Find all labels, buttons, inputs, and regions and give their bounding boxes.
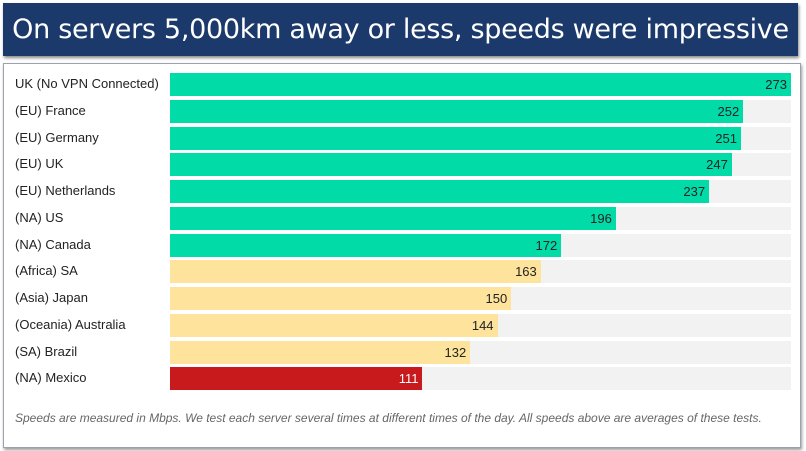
bar-row: (NA) Mexico 111 <box>4 367 800 391</box>
bar-row: (EU) UK 247 <box>4 153 800 177</box>
footnote: Speeds are measured in Mbps. We test eac… <box>15 411 762 425</box>
bar: 144 <box>170 313 498 337</box>
data-label: 196 <box>590 210 612 226</box>
bar-track: 273 <box>170 73 791 96</box>
data-label: 132 <box>444 344 467 360</box>
data-label: 163 <box>515 264 537 280</box>
category-label: (EU) Netherlands <box>15 183 116 198</box>
category-label: (NA) Canada <box>15 236 91 252</box>
data-label: 237 <box>683 184 706 199</box>
bar-row: (NA) US 196 <box>4 206 800 230</box>
bar-track: 252 <box>170 99 791 123</box>
data-label: 111 <box>398 371 419 387</box>
bar: 251 <box>170 126 741 150</box>
bar-track: 247 <box>170 153 791 177</box>
bar: 172 <box>170 233 562 257</box>
data-label: 144 <box>471 317 494 333</box>
bar: 111 <box>170 367 423 391</box>
chart-title: On servers 5,000km away or less, speeds … <box>3 3 798 56</box>
bar-row: (NA) Canada 172 <box>4 233 800 257</box>
data-label: 150 <box>485 291 508 306</box>
bar-track: 196 <box>170 206 791 230</box>
bar: 150 <box>170 287 512 310</box>
bar: 196 <box>170 206 616 230</box>
category-label: (NA) Mexico <box>15 370 87 386</box>
bar-row: UK (No VPN Connected) 273 <box>4 73 800 96</box>
data-label: 247 <box>706 157 728 173</box>
category-label: (EU) UK <box>15 156 64 172</box>
bar-track: 144 <box>170 313 791 337</box>
bar-track: 111 <box>170 367 791 391</box>
bar-row: (Asia) Japan 150 <box>4 287 800 310</box>
bar: 247 <box>170 153 732 177</box>
data-label: 251 <box>715 130 737 146</box>
category-label: UK (No VPN Connected) <box>15 76 159 91</box>
category-label: (EU) Germany <box>15 129 99 145</box>
bar-row: (EU) Germany 251 <box>4 126 800 150</box>
category-label: (SA) Brazil <box>15 343 78 359</box>
bar: 163 <box>170 260 541 284</box>
data-label: 172 <box>535 237 558 253</box>
bar-row: (SA) Brazil 132 <box>4 340 800 364</box>
data-label: 252 <box>717 103 740 119</box>
bar: 237 <box>170 180 710 203</box>
bar-track: 172 <box>170 233 791 257</box>
category-label: (Asia) Japan <box>15 290 88 305</box>
bar-track: 251 <box>170 126 791 150</box>
bar: 252 <box>170 99 744 123</box>
bar-track: 150 <box>170 287 791 310</box>
data-label: 273 <box>765 77 787 92</box>
bar-track: 132 <box>170 340 791 364</box>
category-label: (Africa) SA <box>15 263 78 279</box>
category-label: (NA) US <box>15 209 64 225</box>
category-label: (EU) France <box>15 102 86 118</box>
chart-panel: UK (No VPN Connected) 273 (EU) France 252… <box>3 63 801 448</box>
bar-row: (EU) France 252 <box>4 99 800 123</box>
bar-row: (Africa) SA 163 <box>4 260 800 284</box>
bar: 273 <box>170 73 791 96</box>
bar-track: 163 <box>170 260 791 284</box>
bar-row: (Oceania) Australia 144 <box>4 313 800 337</box>
bar: 132 <box>170 340 471 364</box>
bar-track: 237 <box>170 180 791 203</box>
category-label: (Oceania) Australia <box>15 316 126 332</box>
bar-row: (EU) Netherlands 237 <box>4 180 800 203</box>
